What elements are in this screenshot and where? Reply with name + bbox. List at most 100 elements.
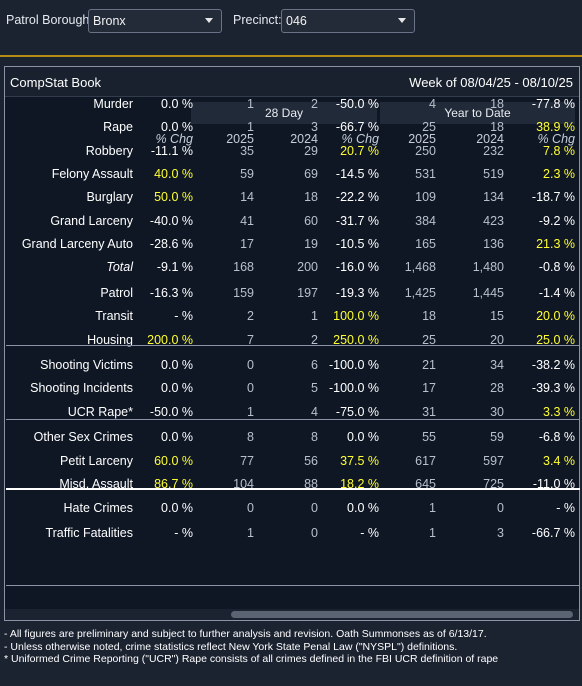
- col-header-week-pct-chg: % Chg: [155, 132, 193, 146]
- section-divider: [6, 419, 580, 420]
- cell-28day-pct-chg: 250.0 %: [333, 333, 379, 347]
- chevron-down-icon: [205, 18, 213, 23]
- section-divider: [6, 488, 580, 490]
- cell-ytd-pct-chg: -38.2 %: [531, 358, 575, 372]
- cell-28day-2024: 5: [311, 381, 318, 395]
- cell-28day-2024: 60: [304, 214, 318, 228]
- cell-ytd-pct-chg: 3.3 %: [543, 405, 575, 419]
- table-row: Other Sex Crimes 0.0 % 8 8 0.0 % 55 59 -6.8 %: [9, 427, 577, 449]
- cell-ytd-2025: 31: [422, 405, 436, 419]
- cell-week-pct-chg: -50.0 %: [149, 405, 193, 419]
- row-label: Shooting Incidents: [30, 381, 133, 395]
- cell-28day-2025: 35: [240, 144, 254, 158]
- cell-ytd-2025: 55: [422, 430, 436, 444]
- cell-week-pct-chg: 200.0 %: [147, 333, 193, 347]
- table-row: Grand Larceny Auto -28.6 % 17 19 -10.5 % 165 1…: [9, 234, 577, 256]
- footnote-preliminary: - All figures are preliminary and subjec…: [4, 628, 487, 640]
- cell-ytd-2025: 1: [429, 501, 436, 515]
- cell-week-pct-chg: 0.0 %: [161, 501, 193, 515]
- footnote-ucr-rape: * Uniformed Crime Reporting ("UCR") Rape…: [4, 653, 499, 665]
- row-label: Felony Assault: [51, 167, 133, 181]
- cell-week-pct-chg: -40.0 %: [149, 214, 193, 228]
- col-header-ytd-pct-chg: % Chg: [537, 132, 575, 146]
- table-row: Felony Assault 40.0 % 59 69 -14.5 % 531 519 2.3…: [9, 164, 577, 186]
- cell-ytd-2024: 519: [483, 167, 504, 181]
- footnote-nyspl: - Unless otherwise noted, crime statisti…: [4, 640, 458, 653]
- cell-28day-2024: 4: [311, 405, 318, 419]
- cell-28day-2024: 1: [311, 309, 318, 323]
- group-header-year-to-date: Year to Date: [380, 102, 575, 124]
- horizontal-scrollbar[interactable]: [5, 609, 579, 620]
- cell-28day-2024: 18: [304, 190, 318, 204]
- cell-week-pct-chg: - %: [174, 309, 193, 323]
- borough-select[interactable]: Bronx: [88, 9, 222, 33]
- cell-28day-pct-chg: 0.0 %: [347, 501, 379, 515]
- cell-28day-pct-chg: -100.0 %: [328, 358, 379, 372]
- cell-28day-2025: 7: [247, 333, 254, 347]
- cell-week-pct-chg: 0.0 %: [161, 120, 193, 134]
- col-header-28day-pct-chg: % Chg: [341, 132, 379, 146]
- row-label: Hate Crimes: [63, 501, 133, 515]
- chevron-down-icon: [398, 18, 406, 23]
- cell-ytd-pct-chg: -1.4 %: [538, 286, 575, 300]
- cell-ytd-2024: 1,480: [472, 260, 504, 274]
- cell-ytd-2025: 18: [422, 309, 436, 323]
- section-divider: [6, 585, 580, 586]
- cell-week-pct-chg: 0.0 %: [161, 430, 193, 444]
- row-label: Rape: [103, 120, 133, 134]
- cell-ytd-2024: 59: [490, 430, 504, 444]
- header-divider: [0, 55, 582, 57]
- cell-week-pct-chg: 60.0 %: [154, 454, 193, 468]
- cell-ytd-2024: 134: [483, 190, 504, 204]
- precinct-label: Precinct:: [233, 13, 282, 27]
- table-row: Transit - % 2 1 100.0 % 18 15 20.0 %: [9, 306, 577, 328]
- cell-28day-pct-chg: -50.0 %: [335, 97, 379, 111]
- cell-28day-2025: 1: [247, 97, 254, 111]
- cell-ytd-pct-chg: -66.7 %: [531, 526, 575, 540]
- cell-28day-2024: 3: [311, 120, 318, 134]
- cell-28day-pct-chg: -31.7 %: [335, 214, 379, 228]
- table-row: Traffic Fatalities - % 1 0 - % 1 3 -66.7 %: [9, 523, 577, 545]
- table-row: UCR Rape* -50.0 % 1 4 -75.0 % 31 30 3.3 %: [9, 402, 577, 424]
- cell-ytd-pct-chg: -0.8 %: [538, 260, 575, 274]
- row-label: Petit Larceny: [60, 454, 133, 468]
- scrollbar-thumb[interactable]: [231, 611, 573, 618]
- cell-ytd-pct-chg: -11.0 %: [532, 477, 575, 491]
- cell-28day-2025: 0: [247, 381, 254, 395]
- cell-28day-2024: 197: [297, 286, 318, 300]
- cell-ytd-2024: 725: [483, 477, 504, 491]
- cell-week-pct-chg: 0.0 %: [161, 358, 193, 372]
- row-label: Shooting Victims: [40, 358, 133, 372]
- cell-28day-2025: 0: [247, 501, 254, 515]
- cell-28day-2024: 56: [304, 454, 318, 468]
- cell-ytd-2025: 109: [415, 190, 436, 204]
- table-row: Burglary 50.0 % 14 18 -22.2 % 109 134 -18.7 %: [9, 187, 577, 209]
- column-header-row: % Chg 2025 2024 % Chg 2025 2024 % Chg: [9, 129, 577, 151]
- cell-ytd-2025: 1,425: [404, 286, 436, 300]
- cell-28day-2025: 1: [247, 120, 254, 134]
- cell-ytd-2025: 17: [422, 381, 436, 395]
- cell-week-pct-chg: -16.3 %: [149, 286, 193, 300]
- cell-28day-2024: 2: [311, 97, 318, 111]
- cell-28day-pct-chg: 18.2 %: [340, 477, 379, 491]
- row-label: Transit: [95, 309, 133, 323]
- cell-week-pct-chg: -9.1 %: [156, 260, 193, 274]
- precinct-select[interactable]: 046: [281, 9, 415, 33]
- cell-28day-2025: 17: [240, 237, 254, 251]
- cell-ytd-pct-chg: -39.3 %: [531, 381, 575, 395]
- cell-28day-2025: 1: [247, 405, 254, 419]
- table-row: Housing 200.0 % 7 2 250.0 % 25 20 25.0 %: [9, 330, 577, 352]
- borough-label: Patrol Borough:: [6, 13, 93, 27]
- precinct-select-value: 046: [286, 14, 307, 28]
- cell-28day-pct-chg: 0.0 %: [347, 430, 379, 444]
- cell-28day-2024: 0: [311, 501, 318, 515]
- cell-ytd-pct-chg: 25.0 %: [536, 333, 575, 347]
- cell-28day-pct-chg: -10.5 %: [335, 237, 379, 251]
- cell-ytd-2024: 20: [490, 333, 504, 347]
- cell-week-pct-chg: 0.0 %: [161, 381, 193, 395]
- cell-ytd-2024: 15: [490, 309, 504, 323]
- cell-ytd-pct-chg: - %: [556, 501, 575, 515]
- col-header-ytd-2025: 2025: [408, 132, 436, 146]
- row-label: Robbery: [85, 144, 133, 158]
- cell-28day-2024: 69: [304, 167, 318, 181]
